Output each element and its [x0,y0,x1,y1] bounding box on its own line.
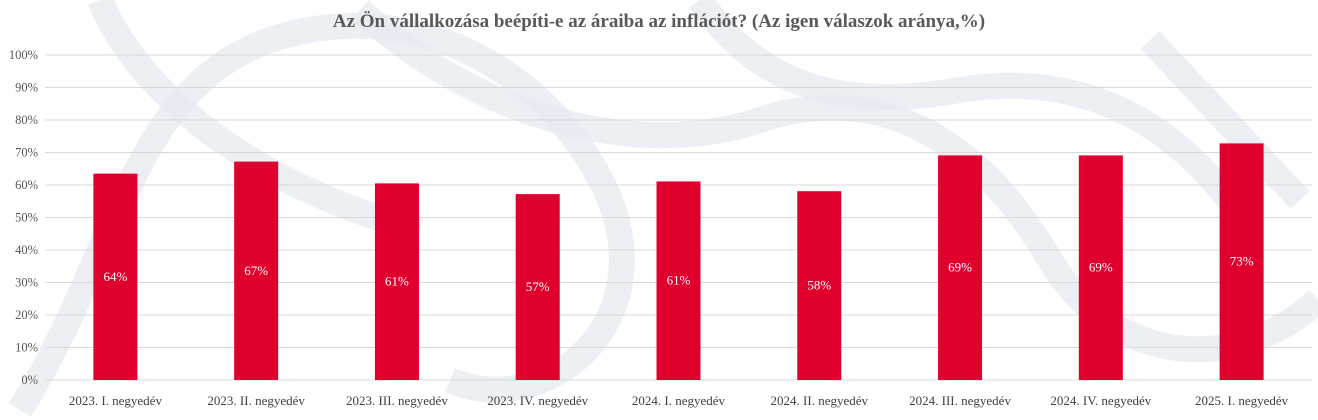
data-label: 69% [1089,260,1113,275]
bar [93,173,138,380]
x-tick-label: 2024. I. negyedév [632,393,726,408]
x-tick-label: 2024. II. negyedév [771,393,869,408]
bar [515,194,560,380]
bar [234,161,279,380]
x-tick-label: 2023. II. negyedév [207,393,305,408]
data-label: 58% [807,278,831,293]
y-tick-label: 0% [21,373,38,387]
x-tick-label: 2023. I. negyedév [69,393,163,408]
bar [374,183,419,380]
x-axis-ticks: 2023. I. negyedév 2023. II. negyedév 2023.… [69,393,1289,408]
x-tick-label: 2025. I. negyedév [1195,393,1289,408]
y-tick-label: 100% [9,48,38,62]
bar [1219,143,1264,380]
bar [938,155,983,380]
x-tick-label: 2023. III. negyedév [346,393,448,408]
data-label: 69% [948,260,972,275]
y-tick-label: 90% [15,81,38,95]
y-tick-label: 40% [15,243,38,257]
y-tick-label: 70% [15,146,38,160]
y-axis-ticks: 0% 10% 20% 30% 40% 50% 60% 70% 80% 90% 100% [9,48,38,387]
data-label: 61% [385,274,409,289]
bar [797,191,842,380]
y-tick-label: 20% [15,308,38,322]
x-tick-label: 2024. III. negyedév [909,393,1011,408]
y-tick-label: 80% [15,113,38,127]
x-tick-label: 2024. IV. negyedév [1050,393,1151,408]
data-labels: 64% 67% 61% 57% 61% 58% 69% 69% 73% [103,254,1253,294]
bar [1078,155,1123,380]
data-label: 64% [103,269,127,284]
data-label: 73% [1230,254,1254,269]
x-tick-label: 2023. IV. negyedév [487,393,588,408]
data-label: 57% [526,279,550,294]
data-label: 67% [244,263,268,278]
bars [93,143,1264,380]
bar [656,181,701,380]
y-tick-label: 60% [15,178,38,192]
y-tick-label: 50% [15,211,38,225]
y-tick-label: 10% [15,341,38,355]
chart-title: Az Ön vállalkozása beépíti-e az áraiba a… [333,11,985,32]
y-tick-label: 30% [15,276,38,290]
data-label: 61% [667,273,691,288]
